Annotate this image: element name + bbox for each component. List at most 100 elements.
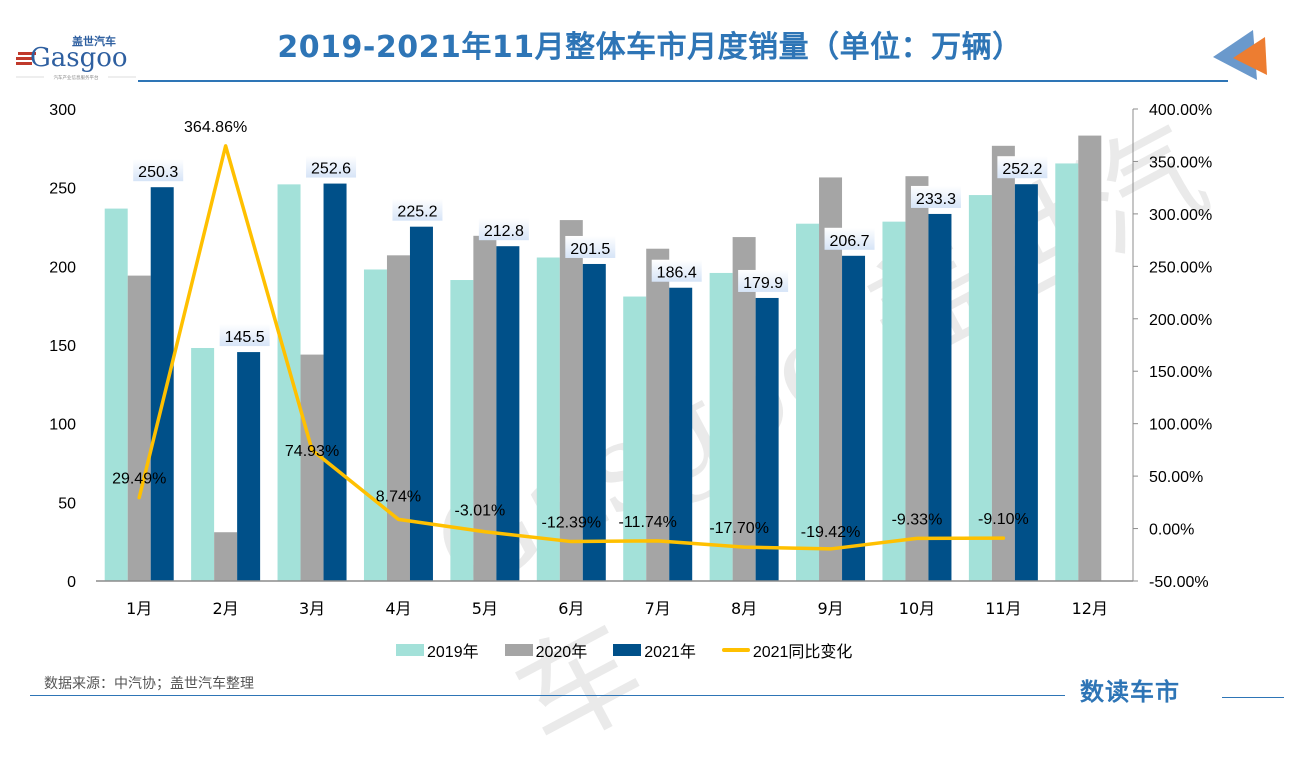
bar-label-box xyxy=(306,155,357,178)
legend-label-yoy: 2021同比变化 xyxy=(752,644,853,661)
bar-2020-6 xyxy=(559,220,583,581)
bar-2021-data-label: 212.8 xyxy=(484,223,524,240)
page-title: 2019-2021年11月整体车市月度销量（单位：万辆） xyxy=(277,30,1023,65)
bar-2021-data-label: 206.7 xyxy=(830,233,870,250)
corner-arrows-icon xyxy=(1213,30,1267,80)
sales-chart: 0 50 100 150 200 250 300 -50.00% 0.00% 50.00% 100.… xyxy=(49,102,1212,618)
bar-2020-5 xyxy=(473,235,497,581)
logo-tagline: 汽车产业信息服务平台 xyxy=(54,74,99,81)
bar-2019-4 xyxy=(363,269,387,581)
y-tick-label: 250 xyxy=(49,181,76,198)
x-tick-label: 3月 xyxy=(299,599,325,618)
bar-2021-data-label: 252.2 xyxy=(1002,161,1042,178)
yoy-line xyxy=(137,144,1006,551)
legend-label-2019: 2019年 xyxy=(427,644,479,661)
legend-swatch-yoy xyxy=(721,648,750,652)
bar-2020-1 xyxy=(127,275,151,581)
bar-2021-4 xyxy=(409,226,433,581)
footer-divider xyxy=(30,695,1065,696)
data-source-note: 数据来源：中汽协；盖世汽车整理 xyxy=(44,676,254,692)
bar-2021-1 xyxy=(150,187,174,581)
bar-2020-10 xyxy=(905,176,929,581)
yoy-data-label: 29.49% xyxy=(112,471,166,488)
yoy-data-label: 74.93% xyxy=(285,443,339,460)
gasgoo-logo: Gasgoo 盖世汽车 汽车产业信息服务平台 xyxy=(16,34,136,81)
yoy-data-label: -17.70% xyxy=(709,520,769,537)
bar-2021-data-label: 233.3 xyxy=(916,191,956,208)
y2-tick-label: 300.00% xyxy=(1149,207,1212,224)
bar-label-box xyxy=(392,198,443,221)
y2-tick-label: 100.00% xyxy=(1149,417,1212,434)
bar-2021-6 xyxy=(582,263,606,581)
yoy-data-label: -9.33% xyxy=(892,511,943,528)
bar-label-box xyxy=(997,156,1048,179)
x-tick-label: 7月 xyxy=(645,599,671,618)
yoy-line-layer xyxy=(137,144,1006,551)
bars-layer xyxy=(104,135,1102,582)
yoy-data-label: 364.86% xyxy=(184,119,247,136)
y-tick-label: 200 xyxy=(49,259,76,276)
bar-2021-8 xyxy=(755,297,779,581)
y-tick-label: 50 xyxy=(58,495,76,512)
bar-2021-data-label: 225.2 xyxy=(397,204,437,221)
bar-label-box xyxy=(478,218,529,241)
bar-label-box xyxy=(565,235,616,258)
labels-layer: 29.49% 364.86% 74.93% 8.74% -3.01% -12.39% -11… xyxy=(112,119,1048,541)
bar-2020-12 xyxy=(1078,135,1102,581)
x-tick-label: 1月 xyxy=(126,599,152,618)
bar-2021-data-label: 250.3 xyxy=(138,164,178,181)
x-tick-label: 9月 xyxy=(817,599,843,618)
logo-text-cn: 盖世汽车 xyxy=(72,34,116,48)
brand-label: 数读车市 xyxy=(1080,678,1180,706)
bar-2019-11 xyxy=(968,195,992,581)
x-tick-label: 12月 xyxy=(1072,599,1108,618)
y-tick-label: 100 xyxy=(49,417,76,434)
y2-tick-label: 250.00% xyxy=(1149,259,1212,276)
legend-item-2020: 2020年 xyxy=(504,638,588,662)
chart-legend: 2019年 2020年 2021年 2021同比变化 xyxy=(396,638,878,662)
bar-2019-2 xyxy=(191,347,215,581)
legend-item-2021: 2021年 xyxy=(613,638,696,662)
bar-label-box xyxy=(651,259,702,282)
bar-2021-11 xyxy=(1014,184,1038,581)
bar-label-box xyxy=(910,185,961,208)
bar-2020-4 xyxy=(386,255,410,581)
bar-2021-3 xyxy=(323,183,347,581)
bar-2019-9 xyxy=(796,223,820,582)
x-tick-label: 5月 xyxy=(472,599,498,618)
bar-2019-8 xyxy=(709,272,733,581)
bar-2019-5 xyxy=(450,280,474,581)
logo-stripes-icon xyxy=(16,52,36,65)
legend-item-2019: 2019年 xyxy=(396,638,479,662)
bar-2019-7 xyxy=(623,296,647,581)
legend-item-yoy: 2021同比变化 xyxy=(721,638,853,662)
y2-tick-label: 350.00% xyxy=(1149,154,1212,171)
yoy-data-label: 8.74% xyxy=(376,488,421,505)
bar-label-box xyxy=(738,269,789,292)
bar-2019-12 xyxy=(1055,163,1079,582)
logo-text-en: Gasgoo xyxy=(30,43,128,73)
bar-2019-1 xyxy=(104,208,128,581)
bar-2020-7 xyxy=(646,248,670,581)
bar-2021-data-label: 179.9 xyxy=(743,275,783,292)
y2-tick-label: 400.00% xyxy=(1149,102,1212,119)
bar-2021-data-label: 186.4 xyxy=(657,265,697,282)
bar-2021-9 xyxy=(842,255,866,582)
y2-tick-label: 0.00% xyxy=(1149,522,1194,539)
bar-2021-5 xyxy=(496,246,520,581)
bar-2020-3 xyxy=(300,354,324,581)
yoy-data-label: -19.42% xyxy=(801,524,861,541)
x-tick-label: 8月 xyxy=(731,599,757,618)
x-tick-label: 10月 xyxy=(899,599,935,618)
x-tick-label: 11月 xyxy=(985,599,1021,618)
yoy-data-label: -3.01% xyxy=(455,503,506,520)
bar-2020-11 xyxy=(991,145,1015,582)
x-tick-label: 6月 xyxy=(558,599,584,618)
y2-tick-label: 150.00% xyxy=(1149,364,1212,381)
bar-2019-3 xyxy=(277,184,301,581)
bar-2021-7 xyxy=(669,287,693,581)
y-tick-label: 150 xyxy=(49,338,76,355)
axes-layer: 0 50 100 150 200 250 300 -50.00% 0.00% 50.00% 100.… xyxy=(49,102,1212,618)
legend-label-2020: 2020年 xyxy=(535,644,588,661)
bar-2020-2 xyxy=(214,532,238,581)
